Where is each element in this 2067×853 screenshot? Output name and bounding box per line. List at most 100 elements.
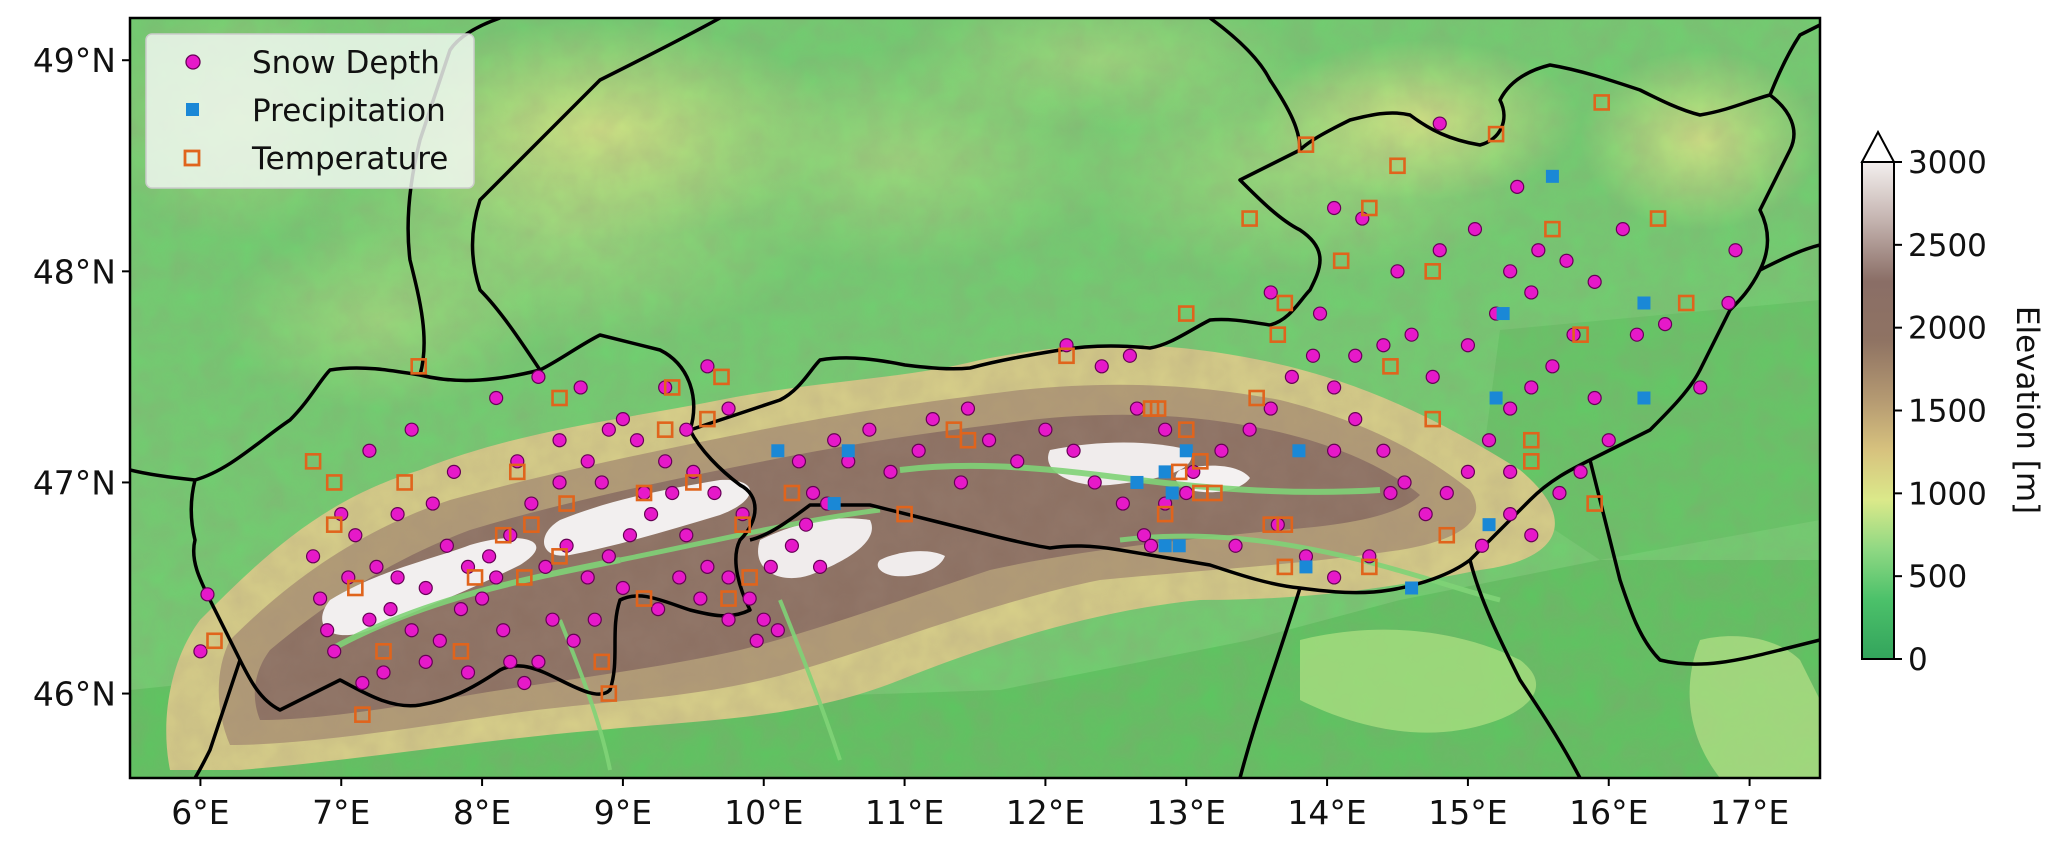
snow-depth-station — [1721, 295, 1736, 311]
snow-depth-station — [721, 401, 736, 416]
temperature-station — [347, 579, 364, 597]
precipitation-station — [1405, 581, 1419, 595]
lon-tick-label: 11°E — [865, 793, 944, 832]
temperature-station — [945, 421, 963, 438]
snow-depth-station — [1601, 433, 1616, 448]
precipitation-station — [1496, 307, 1510, 321]
snow-depth-station — [531, 654, 546, 669]
colorbar-tick-label: 0 — [1908, 642, 1928, 678]
snow-depth-station — [1573, 464, 1588, 479]
snow-depth-station — [1460, 464, 1476, 479]
snow-depth-station — [1615, 222, 1630, 237]
snow-depth-station — [827, 433, 842, 448]
snow-depth-station — [1242, 422, 1257, 437]
snow-depth-station — [622, 528, 638, 543]
snow-depth-station — [601, 422, 616, 437]
lon-tick-label: 17°E — [1710, 793, 1789, 832]
temperature-station — [558, 495, 575, 512]
temperature-station — [734, 516, 751, 533]
snow-depth-station — [1312, 306, 1328, 321]
snow-depth-station — [1228, 538, 1243, 553]
snow-depth-station — [1503, 507, 1518, 522]
snow-depth-station — [1467, 222, 1483, 237]
temperature-station — [1248, 389, 1265, 407]
temperature-station — [1361, 558, 1378, 576]
snow-depth-station — [1418, 507, 1433, 522]
snow-depth-station — [355, 675, 370, 691]
snow-depth-station — [418, 654, 433, 669]
snow-depth-station — [791, 454, 807, 469]
lon-tick-label: 6°E — [171, 793, 229, 832]
snow-depth-station — [1038, 422, 1053, 437]
temperature-station — [1332, 252, 1350, 270]
snow-depth-station — [1728, 243, 1743, 258]
temperature-station — [1389, 157, 1406, 175]
snow-depth-station — [798, 517, 814, 532]
lon-tick-label: 13°E — [1147, 793, 1226, 832]
snow-depth-station — [636, 485, 652, 501]
snow-depth-station — [496, 623, 511, 638]
snow-depth-station — [482, 549, 497, 564]
temperature-station — [1649, 210, 1667, 227]
snow-depth-station — [700, 559, 715, 574]
snow-depth-station — [784, 538, 800, 553]
lon-tick-label: 14°E — [1287, 793, 1366, 832]
snow-depth-station — [615, 580, 631, 596]
snow-depth-station — [1481, 433, 1497, 448]
snow-depth-station — [1503, 264, 1518, 279]
temperature-station — [494, 526, 512, 544]
temperature-station — [685, 474, 702, 491]
snow-depth-station — [594, 475, 609, 490]
temperature-station — [699, 410, 716, 428]
temperature-station — [1058, 347, 1075, 365]
colorbar-tick-label: 1000 — [1908, 476, 1987, 512]
snow-depth-station — [1179, 485, 1194, 501]
snow-depth-station — [1376, 338, 1391, 353]
temperature-station — [375, 643, 392, 660]
snow-depth-station — [1327, 443, 1342, 458]
temperature-station — [1544, 220, 1561, 238]
snow-depth-station — [812, 559, 828, 574]
snow-depth-station — [1531, 243, 1546, 258]
temperature-station — [959, 431, 977, 449]
colorbar-tick-label: 3000 — [1908, 145, 1987, 181]
temperature-station — [1361, 199, 1378, 217]
lon-tick-label: 16°E — [1569, 793, 1648, 832]
temperature-station — [206, 632, 223, 650]
temperature-station — [1487, 125, 1505, 143]
snow-depth-station — [439, 538, 454, 553]
snow-depth-station — [1010, 454, 1025, 469]
snow-depth-station — [418, 580, 433, 596]
precipitation-station — [1482, 518, 1496, 532]
lat-tick-label: 46°N — [33, 675, 116, 714]
lat-tick-label: 47°N — [33, 463, 116, 502]
precipitation-station — [1489, 391, 1503, 405]
snow-depth-station — [1439, 485, 1454, 501]
temperature-station — [720, 590, 737, 607]
temperature-station — [1156, 505, 1174, 523]
snow-depth-station — [1503, 464, 1518, 479]
temperature-station — [410, 358, 428, 375]
colorbar-extend-arrow — [1860, 129, 1896, 163]
precipitation-station — [1545, 169, 1559, 183]
snow-depth-station — [1348, 412, 1363, 427]
snow-depth-station — [960, 401, 976, 416]
snow-depth-station — [573, 380, 588, 395]
temperature-station — [1177, 305, 1195, 322]
snow-depth-station — [1552, 485, 1567, 501]
lon-tick-label: 10°E — [724, 793, 803, 832]
temperature-station — [551, 548, 568, 565]
colorbar-gradient — [1861, 161, 1895, 660]
snow-depth-station — [1629, 327, 1645, 342]
precipitation-station — [1637, 391, 1651, 405]
lon-tick-label: 9°E — [594, 793, 652, 832]
snow-depth-station — [679, 422, 694, 437]
temperature-station — [1424, 410, 1442, 428]
snow-depth-station — [538, 559, 553, 574]
snow-depth-station — [369, 559, 384, 574]
precipitation-station — [1172, 539, 1186, 553]
snow-depth-station — [1143, 538, 1159, 553]
temperature-station — [593, 653, 611, 671]
temperature-station — [600, 685, 618, 702]
